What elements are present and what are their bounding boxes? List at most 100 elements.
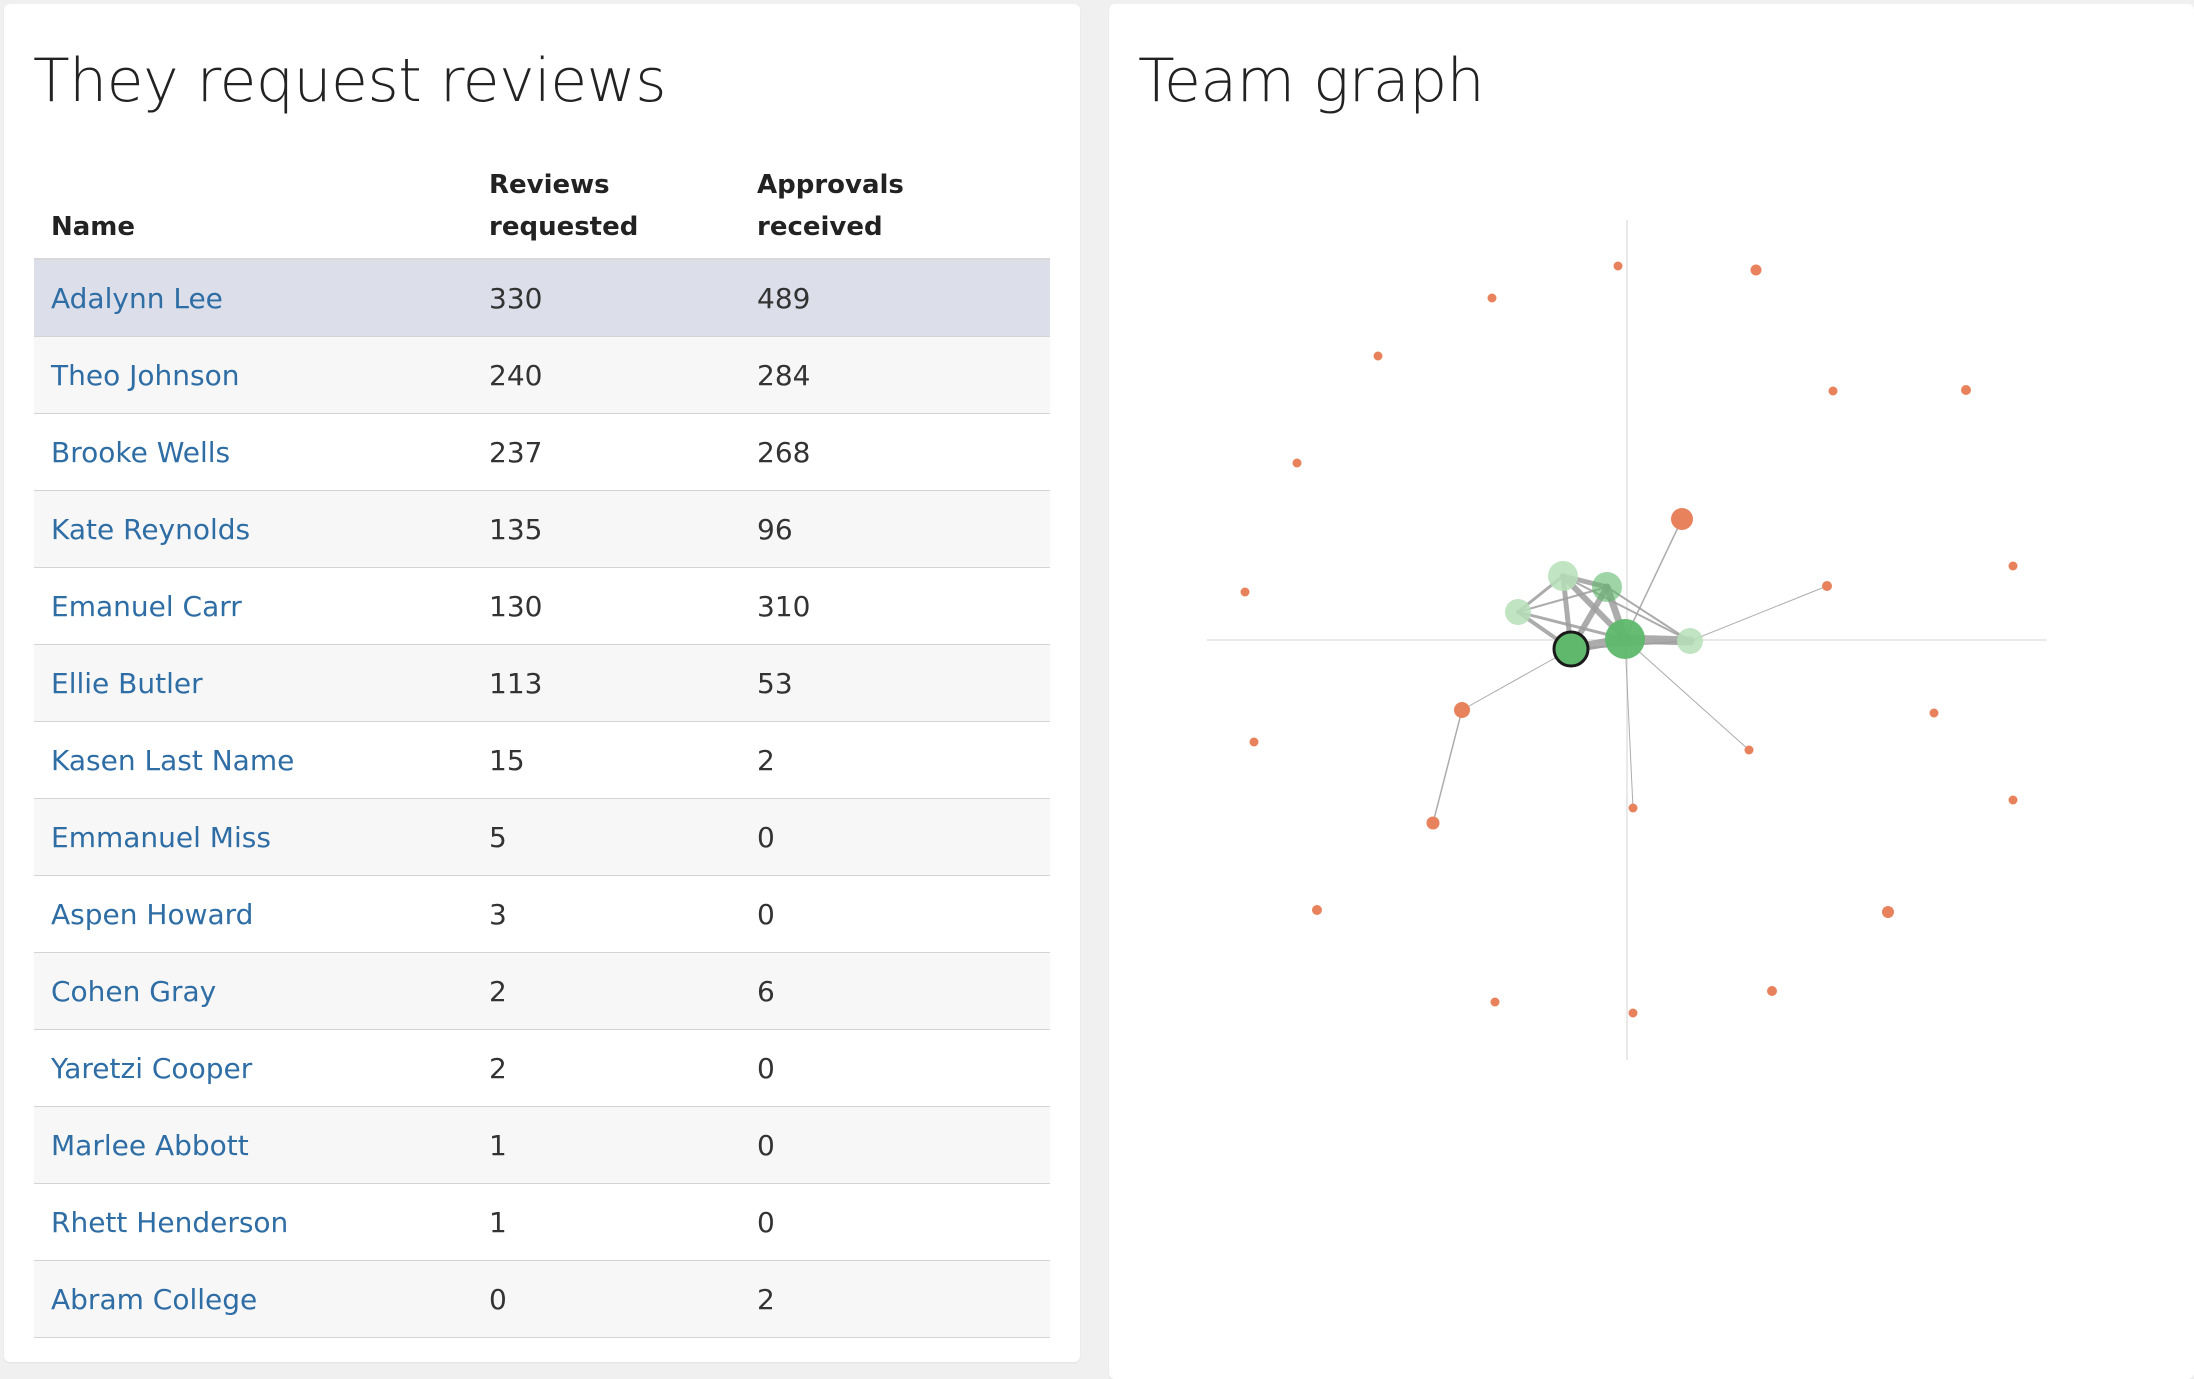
column-header-reviews-requested[interactable]: Reviews requested <box>472 164 740 260</box>
graph-edge <box>1624 638 1634 809</box>
person-name-link[interactable]: Brooke Wells <box>34 413 472 491</box>
reviews-requested-cell: 15 <box>472 721 740 799</box>
person-name-link[interactable]: Ellie Butler <box>34 644 472 722</box>
external-node[interactable] <box>1882 906 1894 918</box>
person-name-link[interactable]: Abram College <box>34 1260 472 1338</box>
graph-edge <box>1432 709 1463 824</box>
reviews-requested-cell: 2 <box>472 1029 740 1107</box>
team-node-selected[interactable] <box>1552 630 1590 668</box>
person-name-link[interactable]: Rhett Henderson <box>34 1183 472 1261</box>
approvals-received-cell: 0 <box>740 1029 1050 1107</box>
person-name-link[interactable]: Marlee Abbott <box>34 1106 472 1184</box>
team-node[interactable] <box>1677 628 1703 654</box>
approvals-received-cell: 0 <box>740 798 1050 876</box>
person-name-link[interactable]: Kasen Last Name <box>34 721 472 799</box>
person-name-link[interactable]: Yaretzi Cooper <box>34 1029 472 1107</box>
person-name-link[interactable]: Theo Johnson <box>34 336 472 414</box>
table-row[interactable]: Ellie Butler 113 53 <box>34 644 1050 722</box>
graph-edge <box>1689 585 1828 642</box>
reviews-requested-cell: 3 <box>472 875 740 953</box>
external-node[interactable] <box>1828 386 1838 396</box>
reviews-table: Name Reviews requested Approvals received … <box>34 164 1050 1338</box>
external-node[interactable] <box>1240 587 1250 597</box>
column-header-name[interactable]: Name <box>34 164 472 260</box>
table-row[interactable]: Aspen Howard 3 0 <box>34 875 1050 953</box>
reviews-requested-cell: 0 <box>472 1260 740 1338</box>
external-node[interactable] <box>1767 986 1777 996</box>
table-row[interactable]: Yaretzi Cooper 2 0 <box>34 1029 1050 1107</box>
external-node[interactable] <box>1373 351 1383 361</box>
header-line: received <box>757 212 883 242</box>
external-node[interactable] <box>1613 261 1623 271</box>
reviews-table-body: Adalynn Lee 330 489 Theo Johnson 240 284 Brook… <box>34 259 1050 1338</box>
person-name-link[interactable]: Emmanuel Miss <box>34 798 472 876</box>
person-name-link[interactable]: Cohen Gray <box>34 952 472 1030</box>
approvals-received-cell: 310 <box>740 567 1050 645</box>
external-node[interactable] <box>1426 816 1440 830</box>
reviews-requested-cell: 240 <box>472 336 740 414</box>
reviews-requested-cell: 113 <box>472 644 740 722</box>
table-row[interactable]: Cohen Gray 2 6 <box>34 952 1050 1030</box>
graph-edge <box>1461 648 1572 711</box>
external-node[interactable] <box>1454 702 1470 718</box>
graph-edge <box>1562 575 1691 642</box>
approvals-received-cell: 284 <box>740 336 1050 414</box>
team-node[interactable] <box>1605 619 1645 659</box>
person-name-link[interactable]: Aspen Howard <box>34 875 472 953</box>
team-graph-canvas[interactable] <box>1109 4 2194 1379</box>
approvals-received-cell: 6 <box>740 952 1050 1030</box>
person-name-link[interactable]: Emanuel Carr <box>34 567 472 645</box>
team-node[interactable] <box>1592 572 1622 602</box>
team-node[interactable] <box>1548 561 1578 591</box>
table-row[interactable]: Adalynn Lee 330 489 <box>34 259 1050 337</box>
external-node[interactable] <box>1961 385 1971 395</box>
graph-edge <box>1624 518 1683 640</box>
header-line: requested <box>489 212 639 242</box>
external-node[interactable] <box>1929 708 1939 718</box>
reviews-panel: They request reviews Name Reviews request… <box>4 4 1080 1362</box>
person-name-link[interactable]: Adalynn Lee <box>34 259 472 337</box>
external-node[interactable] <box>2008 795 2018 805</box>
header-line: Reviews <box>489 170 610 200</box>
table-row[interactable]: Emmanuel Miss 5 0 <box>34 798 1050 876</box>
team-node[interactable] <box>1505 599 1531 625</box>
header-line: Approvals <box>757 170 904 200</box>
external-node[interactable] <box>1750 264 1762 276</box>
team-graph-title: Team graph <box>1138 46 1485 116</box>
approvals-received-cell: 2 <box>740 1260 1050 1338</box>
external-node[interactable] <box>1292 458 1302 468</box>
table-row[interactable]: Abram College 0 2 <box>34 1260 1050 1338</box>
external-node[interactable] <box>1822 581 1832 591</box>
approvals-received-cell: 489 <box>740 259 1050 337</box>
reviews-requested-cell: 330 <box>472 259 740 337</box>
table-row[interactable]: Theo Johnson 240 284 <box>34 336 1050 414</box>
reviews-requested-cell: 1 <box>472 1106 740 1184</box>
external-node[interactable] <box>1671 508 1693 530</box>
table-row[interactable]: Marlee Abbott 1 0 <box>34 1106 1050 1184</box>
external-node[interactable] <box>1312 905 1322 915</box>
person-name-link[interactable]: Kate Reynolds <box>34 490 472 568</box>
external-node[interactable] <box>1628 803 1638 813</box>
reviews-requested-cell: 237 <box>472 413 740 491</box>
column-header-approvals-received[interactable]: Approvals received <box>740 164 1050 260</box>
external-node[interactable] <box>1249 737 1259 747</box>
reviews-requested-cell: 1 <box>472 1183 740 1261</box>
approvals-received-cell: 53 <box>740 644 1050 722</box>
external-node[interactable] <box>1487 293 1497 303</box>
graph-edge <box>1624 638 1750 751</box>
table-row[interactable]: Kasen Last Name 15 2 <box>34 721 1050 799</box>
reviews-title: They request reviews <box>33 46 667 116</box>
external-node[interactable] <box>1490 997 1500 1007</box>
external-node[interactable] <box>1744 745 1754 755</box>
table-row[interactable]: Emanuel Carr 130 310 <box>34 567 1050 645</box>
external-node[interactable] <box>2008 561 2018 571</box>
table-row[interactable]: Rhett Henderson 1 0 <box>34 1183 1050 1261</box>
reviews-requested-cell: 130 <box>472 567 740 645</box>
table-row[interactable]: Kate Reynolds 135 96 <box>34 490 1050 568</box>
team-graph-panel: Team graph <box>1109 4 2194 1379</box>
external-node[interactable] <box>1628 1008 1638 1018</box>
approvals-received-cell: 2 <box>740 721 1050 799</box>
graph-edges <box>1432 518 1828 824</box>
table-row[interactable]: Brooke Wells 237 268 <box>34 413 1050 491</box>
approvals-received-cell: 268 <box>740 413 1050 491</box>
